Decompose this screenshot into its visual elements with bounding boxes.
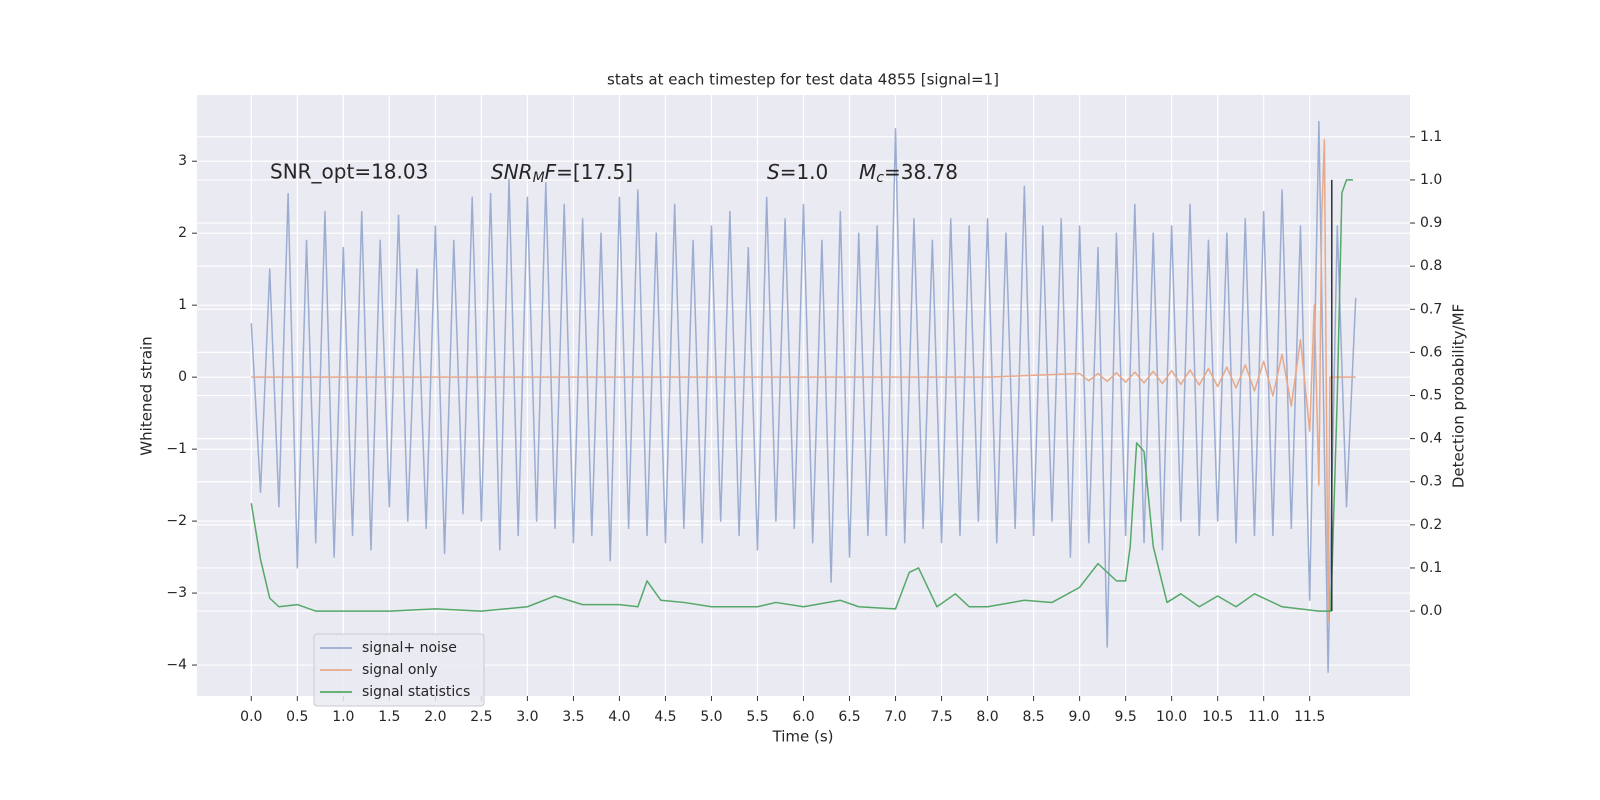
- legend-label: signal only: [362, 662, 437, 678]
- x-tick-label: 2.0: [424, 709, 446, 725]
- x-tick-label: 5.5: [746, 709, 768, 725]
- chart-title: stats at each timestep for test data 485…: [607, 71, 999, 89]
- x-tick-label: 9.0: [1068, 709, 1090, 725]
- x-tick-label: 3.5: [562, 709, 584, 725]
- annotation-symbol: S: [767, 160, 780, 184]
- y2-tick-label: 0.8: [1420, 258, 1442, 274]
- annotation-text: =1.0: [780, 160, 829, 184]
- y2-tick-label: 0.1: [1420, 560, 1442, 576]
- x-tick-label: 4.5: [654, 709, 676, 725]
- annotation-symbol: F: [545, 160, 557, 184]
- y2-tick-label: 0.3: [1420, 474, 1442, 490]
- annotation-symbol: SNR: [491, 160, 533, 184]
- annotation: S=1.0: [767, 160, 828, 184]
- legend-label: signal+ noise: [362, 640, 457, 656]
- y-tick-label: −3: [166, 585, 187, 601]
- annotation-text: =[17.5]: [556, 160, 633, 184]
- y-tick-label: −4: [166, 657, 187, 673]
- y2-tick-label: 0.0: [1420, 603, 1442, 619]
- x-tick-label: 1.0: [332, 709, 354, 725]
- x-tick-label: 9.5: [1114, 709, 1136, 725]
- annotation-subscript: c: [876, 170, 884, 186]
- series-line: [250, 120, 1357, 673]
- legend-label: signal statistics: [362, 684, 470, 700]
- y2-axis-label: Detection probability/MF: [1450, 304, 1468, 488]
- x-tick-label: 11.5: [1294, 709, 1325, 725]
- x-tick-label: 8.5: [1022, 709, 1044, 725]
- x-tick-label: 4.0: [608, 709, 630, 725]
- y-tick-label: 3: [178, 153, 187, 169]
- y2-tick-label: 0.9: [1420, 215, 1442, 231]
- x-tick-label: 11.0: [1248, 709, 1279, 725]
- annotation: SNRMF=[17.5]: [491, 160, 633, 187]
- x-tick-label: 2.5: [470, 709, 492, 725]
- annotation-symbol: M: [859, 160, 876, 184]
- x-tick-label: 10.5: [1202, 709, 1233, 725]
- x-tick-label: 0.5: [286, 709, 308, 725]
- x-tick-label: 7.5: [930, 709, 952, 725]
- y-tick-label: 2: [178, 225, 187, 241]
- y2-tick-label: 0.7: [1420, 301, 1442, 317]
- y2-tick-label: 0.2: [1420, 517, 1442, 533]
- annotation-text: =38.78: [884, 160, 958, 184]
- x-tick-label: 10.0: [1156, 709, 1187, 725]
- y-tick-label: −2: [166, 513, 187, 529]
- x-tick-label: 6.0: [792, 709, 814, 725]
- legend: signal+ noise signal only signal statistic…: [313, 633, 485, 707]
- x-tick-label: 7.0: [884, 709, 906, 725]
- annotation-subscript: M: [533, 170, 545, 186]
- y-tick-label: −1: [166, 441, 187, 457]
- x-tick-label: 6.5: [838, 709, 860, 725]
- x-tick-label: 3.0: [516, 709, 538, 725]
- y2-tick-label: 1.0: [1420, 172, 1442, 188]
- series-line: [251, 138, 1356, 623]
- x-tick-label: 0.0: [240, 709, 262, 725]
- annotation: SNR_opt=18.03: [270, 160, 428, 184]
- y2-tick-label: 1.1: [1420, 129, 1442, 145]
- annotation: Mc=38.78: [859, 160, 958, 187]
- legend-box: [313, 633, 485, 707]
- y2-tick-label: 0.4: [1420, 431, 1442, 447]
- y-tick-label: 0: [178, 369, 187, 385]
- x-tick-label: 5.0: [700, 709, 722, 725]
- y2-tick-label: 0.6: [1420, 344, 1442, 360]
- plot-layer: [197, 95, 1410, 696]
- x-axis-label: Time (s): [772, 728, 834, 746]
- x-tick-label: 8.0: [976, 709, 998, 725]
- y-axis-label: Whitened strain: [138, 336, 156, 455]
- x-tick-label: 1.5: [378, 709, 400, 725]
- series-line: [250, 179, 1353, 612]
- y-tick-label: 1: [178, 297, 187, 313]
- y2-tick-label: 0.5: [1420, 388, 1442, 404]
